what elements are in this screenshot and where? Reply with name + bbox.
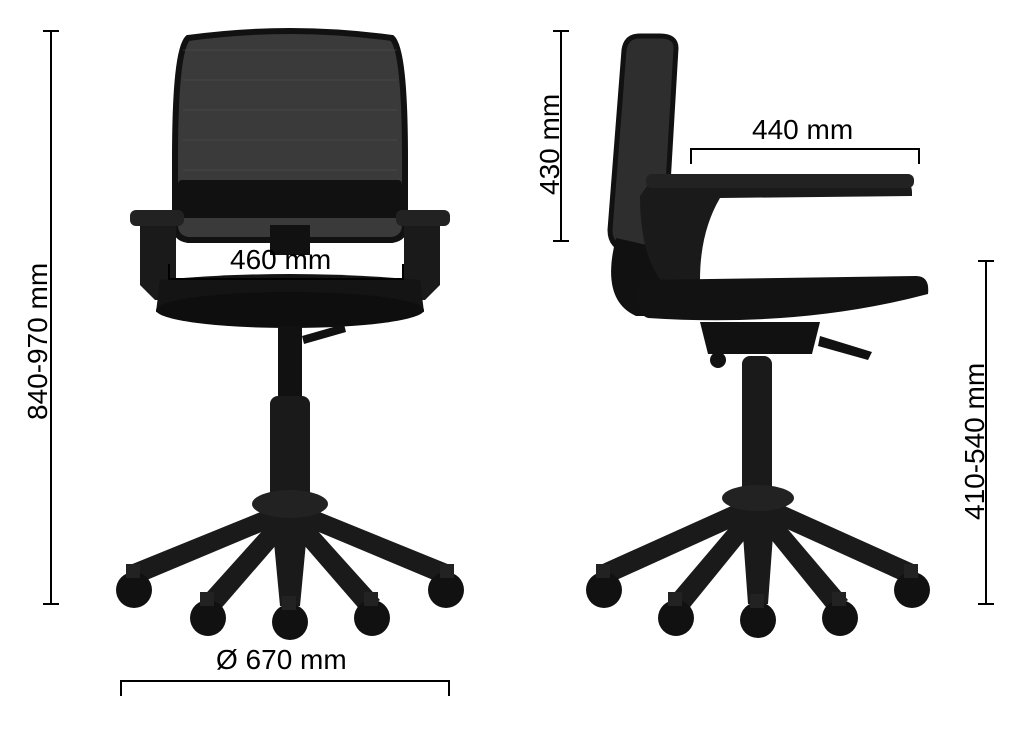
dim-tick — [553, 30, 569, 32]
dim-tick — [553, 240, 569, 242]
dim-seat-height-label: 410-540 mm — [959, 363, 991, 520]
dim-tick — [690, 148, 692, 164]
diagram-canvas — [0, 0, 1024, 732]
dim-tick — [978, 260, 994, 262]
dim-seat-width-label: 460 mm — [230, 244, 331, 276]
dim-tick — [43, 603, 59, 605]
dim-tick — [168, 264, 170, 280]
dim-tick — [120, 680, 122, 696]
dim-tick — [978, 603, 994, 605]
dim-tick — [918, 148, 920, 164]
dim-seat-depth-line — [690, 148, 920, 150]
dim-total-height-label: 840-970 mm — [22, 263, 54, 420]
dim-back-height-label: 430 mm — [534, 94, 566, 195]
dim-seat-width-line — [168, 278, 404, 280]
dim-tick — [448, 680, 450, 696]
dim-base-diameter-label: Ø 670 mm — [216, 644, 347, 676]
dim-base-diameter-line — [120, 680, 450, 682]
dim-seat-depth-label: 440 mm — [752, 114, 853, 146]
chair-front-view — [116, 31, 464, 640]
dim-tick — [402, 264, 404, 280]
dim-tick — [43, 30, 59, 32]
